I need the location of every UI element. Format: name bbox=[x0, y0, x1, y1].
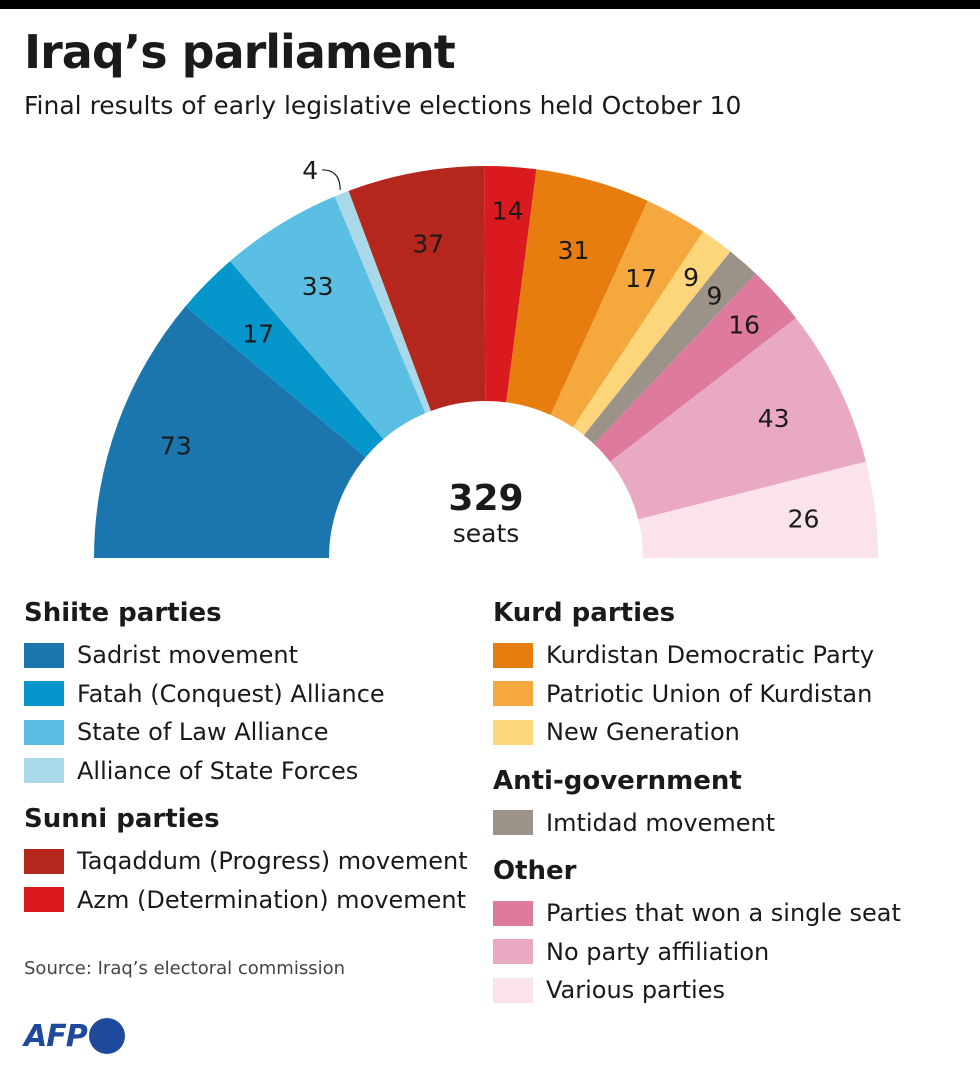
legend-label: Azm (Determination) movement bbox=[77, 885, 466, 914]
legend-swatch bbox=[493, 900, 533, 926]
legend-item: Kurdistan Democratic Party bbox=[493, 636, 901, 675]
legend-item: No party affiliation bbox=[493, 933, 901, 972]
legend-swatch bbox=[24, 848, 64, 874]
legend-item: Various parties bbox=[493, 971, 901, 1010]
slice-azm-determination-movement bbox=[484, 166, 537, 403]
legend-item: Sadrist movement bbox=[24, 636, 468, 675]
legend-item: Taqaddum (Progress) movement bbox=[24, 842, 468, 881]
slice-value-label: 73 bbox=[160, 431, 192, 460]
legend-item: Parties that won a single seat bbox=[493, 894, 901, 933]
legend-item: Patriotic Union of Kurdistan bbox=[493, 675, 901, 714]
slice-value-label: 16 bbox=[728, 311, 760, 340]
legend-group-heading: Shiite parties bbox=[24, 598, 222, 628]
slice-new-generation bbox=[572, 231, 731, 436]
legend-label: Various parties bbox=[546, 976, 725, 1005]
legend-swatch bbox=[493, 977, 533, 1003]
legend-label: State of Law Alliance bbox=[77, 718, 329, 747]
slice-fatah-conquest-alliance bbox=[185, 261, 384, 458]
afp-logo-dot bbox=[88, 1018, 125, 1054]
slice-no-party-affiliation bbox=[610, 318, 866, 520]
legend-right-column: Kurd parties Kurdistan Democratic Party Pa… bbox=[493, 596, 901, 1022]
slice-various-parties bbox=[638, 461, 878, 558]
legend-label: Kurdistan Democratic Party bbox=[546, 641, 875, 670]
slices-group bbox=[94, 166, 878, 558]
legend-left-column: Shiite parties Sadrist movement Fatah (Con… bbox=[24, 596, 468, 931]
top-bar bbox=[0, 0, 980, 9]
slice-kurdistan-democratic-party bbox=[506, 169, 648, 415]
slice-value-label: 26 bbox=[788, 504, 820, 533]
slice-value-label: 9 bbox=[707, 281, 723, 310]
legend-label: Sadrist movement bbox=[77, 641, 299, 670]
legend-swatch bbox=[493, 642, 533, 668]
legend-swatch bbox=[24, 719, 64, 745]
legend-group: Shiite parties Sadrist movement Fatah (Con… bbox=[24, 596, 468, 790]
slice-value-label: 4 bbox=[302, 156, 318, 185]
legend-item: Alliance of State Forces bbox=[24, 752, 468, 791]
total-seats-value: 329 bbox=[448, 478, 523, 519]
legend-label: Taqaddum (Progress) movement bbox=[77, 847, 468, 876]
legend-swatch bbox=[493, 681, 533, 707]
legend-group: Other Parties that won a single seat No pa… bbox=[493, 854, 901, 1010]
legend-label: Fatah (Conquest) Alliance bbox=[77, 679, 385, 708]
chart-title: Iraq’s parliament bbox=[24, 25, 456, 79]
slice-leader-line bbox=[322, 169, 341, 190]
afp-logo: AFP bbox=[24, 1018, 125, 1054]
slice-value-label: 43 bbox=[758, 404, 790, 433]
legend-swatch bbox=[24, 758, 64, 784]
legend-group-heading: Kurd parties bbox=[493, 598, 676, 628]
legend-label: Alliance of State Forces bbox=[77, 756, 359, 785]
slice-sadrist-movement bbox=[94, 306, 366, 558]
slice-value-label: 17 bbox=[625, 264, 657, 293]
legend-swatch bbox=[24, 681, 64, 707]
legend-label: New Generation bbox=[546, 718, 740, 747]
legend-group: Kurd parties Kurdistan Democratic Party Pa… bbox=[493, 596, 901, 752]
legend-swatch bbox=[493, 939, 533, 965]
slice-value-label: 37 bbox=[412, 229, 444, 258]
legend-label: No party affiliation bbox=[546, 937, 770, 966]
slice-value-label: 31 bbox=[558, 236, 590, 265]
total-seats-unit: seats bbox=[453, 519, 520, 548]
legend-item: State of Law Alliance bbox=[24, 713, 468, 752]
slice-patriotic-union-of-kurdistan bbox=[550, 200, 704, 428]
legend-item: New Generation bbox=[493, 713, 901, 752]
legend-item: Fatah (Conquest) Alliance bbox=[24, 675, 468, 714]
legend-swatch bbox=[493, 719, 533, 745]
legend-swatch bbox=[493, 810, 533, 836]
legend-group-heading: Anti-government bbox=[493, 765, 742, 796]
slice-value-label: 9 bbox=[683, 263, 699, 292]
legend-group-heading: Sunni parties bbox=[24, 804, 220, 834]
afp-logo-text: AFP bbox=[24, 1018, 88, 1054]
legend-swatch bbox=[24, 887, 64, 913]
slice-taqaddum-progress-movement bbox=[348, 166, 486, 411]
slice-value-label: 33 bbox=[302, 272, 334, 301]
legend-item: Imtidad movement bbox=[493, 804, 901, 843]
slice-imtidad-movement bbox=[583, 251, 756, 445]
slice-value-label: 17 bbox=[242, 319, 274, 348]
slice-value-label: 14 bbox=[492, 197, 524, 226]
legend-group: Anti-government Imtidad movement bbox=[493, 764, 901, 843]
slice-parties-that-won-a-single-seat bbox=[594, 273, 796, 462]
legend-group-heading: Other bbox=[493, 856, 577, 886]
chart-subtitle: Final results of early legislative elect… bbox=[24, 91, 742, 120]
source-note: Source: Iraq’s electoral commission bbox=[24, 958, 346, 979]
legend-label: Imtidad movement bbox=[546, 808, 776, 837]
legend-label: Parties that won a single seat bbox=[546, 899, 901, 928]
legend-label: Patriotic Union of Kurdistan bbox=[546, 679, 873, 708]
slice-state-of-law-alliance bbox=[230, 196, 426, 440]
legend-swatch bbox=[24, 642, 64, 668]
slice-alliance-of-state-forces bbox=[334, 190, 431, 414]
legend-item: Azm (Determination) movement bbox=[24, 881, 468, 920]
legend-group: Sunni parties Taqaddum (Progress) movemen… bbox=[24, 802, 468, 919]
